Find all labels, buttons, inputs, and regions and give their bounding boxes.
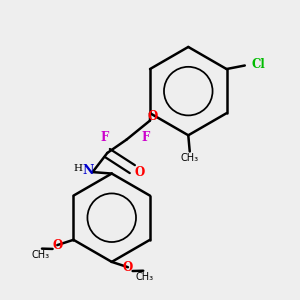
Text: H: H — [74, 164, 83, 173]
Text: CH₃: CH₃ — [32, 250, 50, 260]
Text: O: O — [135, 166, 145, 178]
Text: N: N — [82, 164, 94, 177]
Text: Cl: Cl — [251, 58, 265, 71]
Text: CH₃: CH₃ — [136, 272, 154, 282]
Text: O: O — [147, 110, 158, 123]
Text: O: O — [52, 238, 62, 252]
Text: CH₃: CH₃ — [181, 153, 199, 163]
Text: F: F — [100, 131, 109, 144]
Text: F: F — [142, 131, 150, 144]
Text: O: O — [123, 261, 133, 274]
